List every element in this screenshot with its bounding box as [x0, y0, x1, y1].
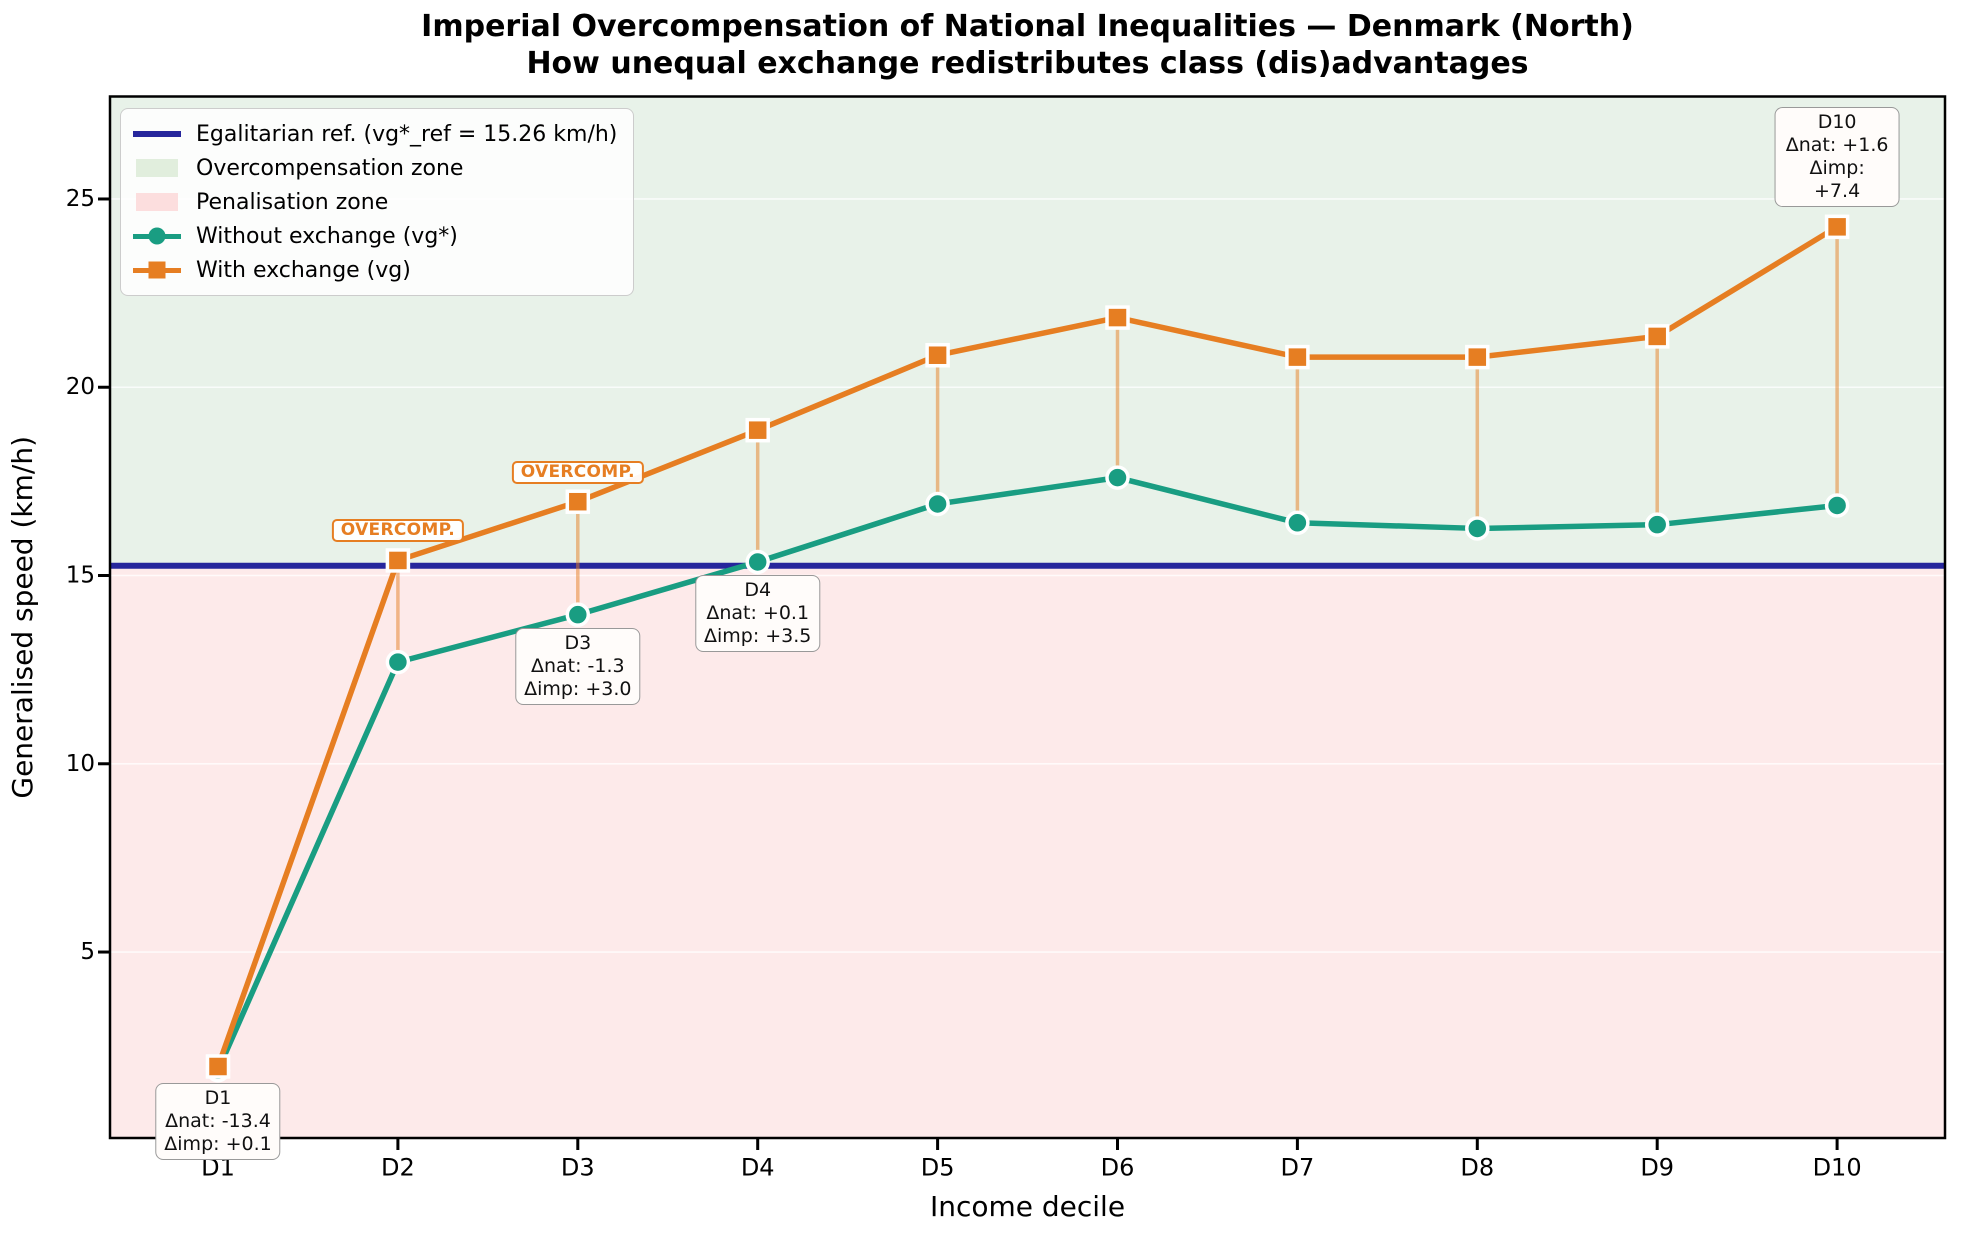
legend-item-overcompensation-zone: Overcompensation zone — [131, 151, 617, 185]
chart-title-block: Imperial Overcompensation of National In… — [110, 8, 1945, 82]
annotation-D10: D10 Δnat: +1.6 Δimp: +7.4 — [1774, 106, 1900, 207]
point-without-exchange-D8 — [1465, 516, 1490, 541]
point-without-exchange-D2 — [385, 649, 411, 675]
chart-title: Imperial Overcompensation of National In… — [421, 9, 1634, 44]
line-without-exchange — [215, 474, 1838, 1072]
annotation-line: Δnat: -1.3 — [530, 654, 625, 677]
without-exchange-swatch-icon — [131, 219, 183, 253]
legend-item-reference: Egalitarian ref. (vg*_ref = 15.26 km/h) — [131, 117, 617, 151]
annotation-D3: D3 Δnat: -1.3 Δimp: +3.0 — [515, 627, 641, 705]
annotation-line: Δnat: -13.4 — [165, 1110, 271, 1133]
legend-item-penalisation-zone: Penalisation zone — [131, 185, 617, 219]
point-with-exchange-D3 — [565, 489, 591, 514]
chart-subtitle: How unequal exchange redistributes class… — [526, 46, 1529, 81]
point-with-exchange-D5 — [925, 342, 950, 368]
x-tick-label-D5: D5 — [921, 1154, 955, 1182]
point-without-exchange-D3 — [565, 602, 591, 627]
x-tick-label-D4: D4 — [741, 1154, 775, 1182]
annotation-line: Δimp: +3.0 — [524, 677, 632, 700]
point-with-exchange-D1 — [205, 1054, 231, 1079]
annotation-line: D4 — [744, 578, 772, 601]
point-without-exchange-D7 — [1285, 510, 1310, 536]
x-tick-label-D3: D3 — [561, 1154, 595, 1182]
legend-label-penalisation-zone: Penalisation zone — [196, 189, 389, 215]
legend-label-without-exchange: Without exchange (vg*) — [196, 223, 458, 249]
legend-label-reference: Egalitarian ref. (vg*_ref = 15.26 km/h) — [196, 121, 618, 147]
annotation-line: D3 — [564, 631, 592, 654]
overcomp-label-D2: OVERCOMP. — [331, 519, 464, 543]
x-tick-label-D6: D6 — [1101, 1154, 1135, 1182]
point-without-exchange-D10 — [1824, 493, 1850, 518]
annotation-line: Δnat: +0.1 — [706, 601, 810, 624]
point-with-exchange-D8 — [1465, 344, 1490, 370]
penalisation-zone — [110, 565, 1945, 1138]
y-tick-label-5: 5 — [80, 939, 95, 965]
annotation-line: D1 — [204, 1087, 232, 1110]
annotation-line: Δnat: +1.6 — [1785, 133, 1889, 156]
overcomp-label-D3: OVERCOMP. — [511, 460, 644, 484]
annotation-D4: D4 Δnat: +0.1 Δimp: +3.5 — [694, 574, 821, 652]
point-with-exchange-D2 — [385, 548, 411, 573]
y-tick-label-15: 15 — [66, 563, 95, 589]
x-tick-label-D7: D7 — [1281, 1154, 1315, 1182]
point-with-exchange-D10 — [1824, 214, 1850, 240]
y-tick-label-20: 20 — [66, 374, 95, 400]
y-tick-label-25: 25 — [66, 186, 95, 212]
point-without-exchange-D5 — [925, 491, 950, 517]
with-exchange-swatch-icon — [131, 253, 183, 287]
line-with-exchange — [215, 224, 1839, 1068]
penalisation-zone-swatch-icon — [131, 185, 183, 219]
point-with-exchange-D7 — [1285, 344, 1310, 370]
point-without-exchange-D6 — [1105, 465, 1130, 490]
y-axis-label: Generalised speed (km/h) — [6, 435, 39, 799]
annotation-line: Δimp: +7.4 — [1809, 156, 1865, 202]
reference-line-swatch-icon — [131, 117, 183, 151]
legend-item-with-exchange: With exchange (vg) — [131, 253, 617, 287]
x-axis-label: Income decile — [929, 1190, 1126, 1223]
x-tick-label-D8: D8 — [1460, 1154, 1494, 1182]
annotation-line: Δimp: +3.5 — [703, 624, 812, 647]
legend-label-overcompensation-zone: Overcompensation zone — [196, 155, 464, 181]
x-tick-label-D2: D2 — [381, 1154, 415, 1182]
legend-item-without-exchange: Without exchange (vg*) — [131, 219, 617, 253]
point-with-exchange-D6 — [1105, 305, 1130, 330]
annotation-D1: D1 Δnat: -13.4 Δimp: +0.1 — [155, 1083, 281, 1161]
y-tick-label-10: 10 — [66, 751, 95, 777]
point-without-exchange-D9 — [1644, 512, 1670, 537]
plot-border — [108, 95, 1947, 1140]
point-with-exchange-D4 — [745, 417, 770, 443]
legend-label-with-exchange: With exchange (vg) — [196, 257, 411, 283]
x-tick-label-D9: D9 — [1640, 1154, 1674, 1182]
point-with-exchange-D9 — [1644, 324, 1670, 349]
point-without-exchange-D4 — [745, 549, 770, 575]
legend: Egalitarian ref. (vg*_ref = 15.26 km/h) … — [120, 108, 635, 296]
annotation-line: D10 — [1817, 110, 1857, 133]
overcompensation-zone-swatch-icon — [131, 151, 183, 185]
y-axis-label-wrap: Generalised speed (km/h) — [6, 96, 39, 1138]
annotation-line: Δimp: +0.1 — [164, 1133, 272, 1156]
x-tick-label-D10: D10 — [1813, 1154, 1862, 1182]
